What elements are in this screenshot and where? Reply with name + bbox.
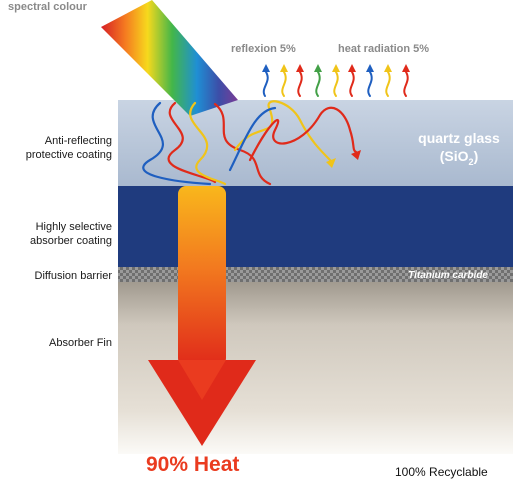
- rainbow-beam-icon: [101, 0, 238, 116]
- quartz-formula: (SiO: [439, 148, 469, 164]
- quartz-glass-label: quartz glass (SiO2): [409, 129, 509, 171]
- layer-label-absorber-coating: Highly selective absorber coating: [30, 221, 112, 247]
- quartz-line-2: (SiO2): [409, 147, 509, 171]
- layer-label-absorber-fin: Absorber Fin: [49, 337, 112, 349]
- quartz-close: ): [473, 148, 479, 164]
- quartz-subscript: 2: [468, 156, 474, 167]
- heat-percentage-label: 90% Heat: [146, 453, 240, 476]
- recyclable-label: 100% Recyclable: [395, 465, 488, 479]
- reflexion-rays: [262, 64, 340, 97]
- heat-arrow-icon: [148, 186, 256, 446]
- heat-radiation-label: heat radiation 5%: [338, 43, 430, 55]
- reflexion-label: reflexion 5%: [231, 43, 296, 55]
- wavy-ray-icon: [142, 100, 361, 186]
- titanium-carbide-label: Titanium carbide: [408, 270, 488, 281]
- layer-label-diffusion-barrier: Diffusion barrier: [34, 270, 112, 282]
- heat-radiation-rays: [348, 64, 410, 97]
- layer-label-anti-reflecting: Anti-reflecting protective coating: [25, 135, 112, 161]
- absorber-coating-layer: [118, 186, 513, 267]
- quartz-line-1: quartz glass: [418, 130, 500, 146]
- spectral-colour-label: spectral colour: [8, 1, 87, 13]
